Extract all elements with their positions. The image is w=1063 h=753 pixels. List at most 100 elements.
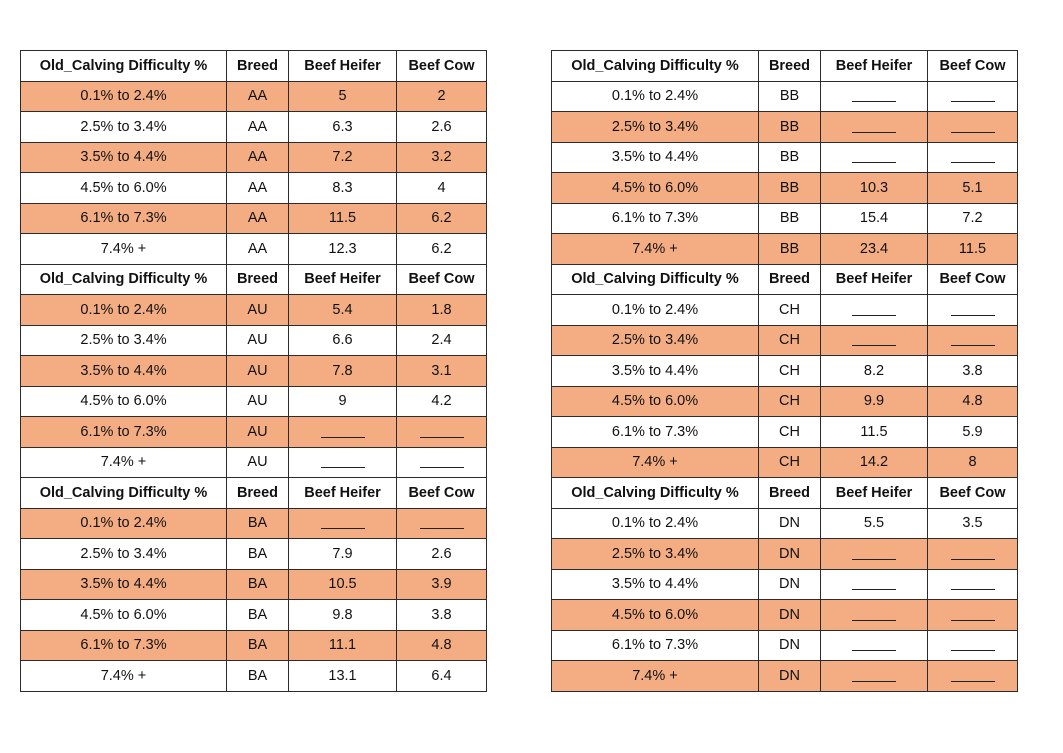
heifer-cell: 7.2 bbox=[288, 141, 397, 173]
table-row: 0.1% to 2.4% BA bbox=[20, 507, 487, 539]
cow-cell bbox=[927, 629, 1018, 661]
heifer-cell bbox=[288, 446, 397, 478]
cow-cell: 3.1 bbox=[396, 355, 487, 387]
range-cell: 0.1% to 2.4% bbox=[20, 507, 227, 539]
blank-value-line bbox=[950, 548, 995, 560]
heifer-cell: 7.8 bbox=[288, 355, 397, 387]
table-row: 6.1% to 7.3% AU bbox=[20, 416, 487, 448]
table-row: 3.5% to 4.4% DN bbox=[551, 568, 1018, 600]
breed-cell: CH bbox=[758, 355, 821, 387]
range-cell: 0.1% to 2.4% bbox=[551, 80, 759, 112]
breed-cell: CH bbox=[758, 385, 821, 417]
breed-cell: BA bbox=[226, 660, 289, 692]
table-row: 6.1% to 7.3% AA 11.5 6.2 bbox=[20, 202, 487, 234]
header-breed: Breed bbox=[758, 50, 821, 82]
breed-cell: AU bbox=[226, 294, 289, 326]
header-range: Old_Calving Difficulty % bbox=[551, 50, 759, 82]
cow-cell: 2.6 bbox=[396, 538, 487, 570]
blank-value-line bbox=[852, 304, 896, 316]
right-table-body: Old_Calving Difficulty % Breed Beef Heifer… bbox=[551, 50, 1018, 692]
breed-cell: BA bbox=[226, 629, 289, 661]
blank-value-line bbox=[320, 456, 365, 469]
heifer-cell bbox=[820, 629, 928, 661]
heifer-cell bbox=[820, 80, 928, 112]
blank-value-line bbox=[852, 639, 896, 652]
range-cell: 6.1% to 7.3% bbox=[551, 202, 759, 234]
table-row: 6.1% to 7.3% BB 15.4 7.2 bbox=[551, 202, 1018, 234]
cow-cell: 5.9 bbox=[927, 416, 1018, 448]
breed-cell: DN bbox=[758, 507, 821, 539]
table-row: 3.5% to 4.4% BB bbox=[551, 141, 1018, 173]
range-cell: 4.5% to 6.0% bbox=[551, 599, 759, 631]
table-row: 2.5% to 3.4% BB bbox=[551, 111, 1018, 143]
range-cell: 6.1% to 7.3% bbox=[20, 416, 227, 448]
breed-cell: DN bbox=[758, 599, 821, 631]
range-cell: 7.4% + bbox=[551, 233, 759, 265]
cow-cell: 2 bbox=[396, 80, 487, 112]
blank-value-line bbox=[852, 90, 896, 103]
left-calving-table: Old_Calving Difficulty % Breed Beef Heifer… bbox=[20, 50, 487, 692]
range-cell: 0.1% to 2.4% bbox=[551, 507, 759, 539]
heifer-cell bbox=[288, 507, 397, 539]
heifer-cell bbox=[820, 568, 928, 600]
heifer-cell: 13.1 bbox=[288, 660, 397, 692]
heifer-cell bbox=[820, 660, 928, 692]
header-row: Old_Calving Difficulty % Breed Beef Heifer… bbox=[551, 50, 1018, 82]
blank-value-line bbox=[852, 670, 896, 682]
table-row: 7.4% + BB 23.4 11.5 bbox=[551, 233, 1018, 265]
table-row: 7.4% + CH 14.2 8 bbox=[551, 446, 1018, 478]
heifer-cell: 5 bbox=[288, 80, 397, 112]
blank-value-line bbox=[950, 334, 995, 347]
header-breed: Breed bbox=[226, 50, 289, 82]
cow-cell: 2.6 bbox=[396, 111, 487, 143]
header-cow: Beef Cow bbox=[927, 263, 1018, 295]
table-row: 6.1% to 7.3% BA 11.1 4.8 bbox=[20, 629, 487, 661]
cow-cell: 4.8 bbox=[396, 629, 487, 661]
range-cell: 3.5% to 4.4% bbox=[20, 141, 227, 173]
cow-cell: 4 bbox=[396, 172, 487, 204]
breed-cell: AA bbox=[226, 80, 289, 112]
cow-cell bbox=[927, 324, 1018, 356]
breed-cell: CH bbox=[758, 416, 821, 448]
heifer-cell bbox=[820, 324, 928, 356]
range-cell: 2.5% to 3.4% bbox=[551, 111, 759, 143]
heifer-cell: 23.4 bbox=[820, 233, 928, 265]
breed-cell: BB bbox=[758, 111, 821, 143]
breed-cell: AA bbox=[226, 141, 289, 173]
range-cell: 7.4% + bbox=[20, 233, 227, 265]
blank-value-line bbox=[852, 151, 896, 164]
range-cell: 3.5% to 4.4% bbox=[551, 355, 759, 387]
cow-cell: 4.2 bbox=[396, 385, 487, 417]
table-row: 4.5% to 6.0% AU 9 4.2 bbox=[20, 385, 487, 417]
heifer-cell: 12.3 bbox=[288, 233, 397, 265]
cow-cell: 11.5 bbox=[927, 233, 1018, 265]
cow-cell: 3.9 bbox=[396, 568, 487, 600]
blank-value-line bbox=[950, 670, 995, 682]
heifer-cell: 14.2 bbox=[820, 446, 928, 478]
table-row: 0.1% to 2.4% AU 5.4 1.8 bbox=[20, 294, 487, 326]
cow-cell: 2.4 bbox=[396, 324, 487, 356]
cow-cell: 6.2 bbox=[396, 202, 487, 234]
blank-value-line bbox=[852, 609, 896, 621]
header-heifer: Beef Heifer bbox=[288, 477, 397, 509]
heifer-cell bbox=[288, 416, 397, 448]
breed-cell: AA bbox=[226, 202, 289, 234]
header-cow: Beef Cow bbox=[396, 263, 487, 295]
header-range: Old_Calving Difficulty % bbox=[551, 477, 759, 509]
table-row: 0.1% to 2.4% CH bbox=[551, 294, 1018, 326]
cow-cell bbox=[927, 111, 1018, 143]
header-row: Old_Calving Difficulty % Breed Beef Heifer… bbox=[20, 263, 487, 295]
breed-cell: AU bbox=[226, 324, 289, 356]
breed-cell: BB bbox=[758, 172, 821, 204]
heifer-cell bbox=[820, 599, 928, 631]
breed-cell: CH bbox=[758, 294, 821, 326]
header-row: Old_Calving Difficulty % Breed Beef Heifer… bbox=[20, 477, 487, 509]
cow-cell: 3.8 bbox=[396, 599, 487, 631]
blank-value-line bbox=[950, 304, 995, 316]
table-row: 4.5% to 6.0% BB 10.3 5.1 bbox=[551, 172, 1018, 204]
breed-cell: AA bbox=[226, 111, 289, 143]
table-row: 2.5% to 3.4% BA 7.9 2.6 bbox=[20, 538, 487, 570]
range-cell: 3.5% to 4.4% bbox=[551, 141, 759, 173]
cow-cell: 7.2 bbox=[927, 202, 1018, 234]
breed-cell: CH bbox=[758, 446, 821, 478]
